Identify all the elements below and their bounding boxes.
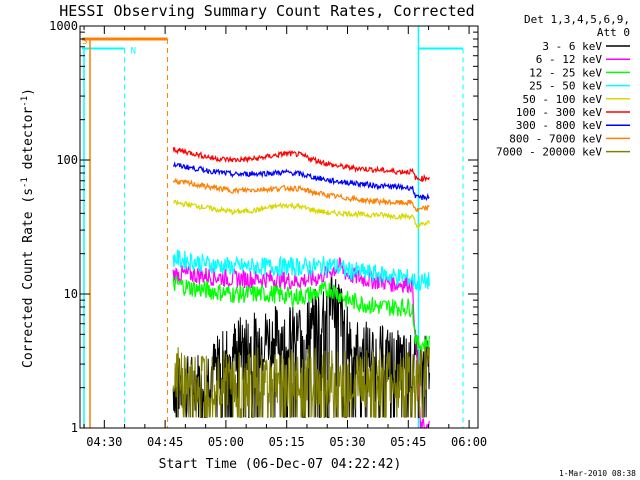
legend-entry-label: 7000 - 20000 keV	[496, 146, 602, 159]
legend-entry-label: 25 - 50 keV	[529, 80, 602, 93]
legend-entry-label: 3 - 6 keV	[542, 40, 602, 53]
y-axis-label-exp-1: -1	[20, 177, 30, 188]
y-axis-label-suffix: )	[21, 88, 36, 96]
x-tick-label: 05:30	[329, 435, 365, 449]
series-line	[172, 345, 430, 418]
legend-entry-label: 300 - 800 keV	[516, 119, 602, 132]
y-tick-label: 1000	[49, 19, 78, 33]
legend-header-line-1: Det 1,3,4,5,6,9,	[524, 13, 630, 26]
x-axis-label: Start Time (06-Dec-07 04:22:42)	[159, 457, 402, 472]
series-line	[172, 257, 430, 429]
footer-timestamp: 1-Mar-2010 08:38	[559, 469, 636, 478]
flag-label-n: N	[131, 46, 136, 56]
legend-header-line-2: Att 0	[597, 26, 630, 39]
y-axis-label-exp-2: -1	[20, 96, 30, 107]
y-axis: 1 10 100 1000	[49, 19, 478, 435]
plot-marks: SN	[82, 26, 464, 429]
x-tick-label: 05:00	[208, 435, 244, 449]
series-line	[172, 161, 430, 201]
y-tick-label: 10	[64, 287, 78, 301]
x-tick-label: 04:45	[147, 435, 183, 449]
y-axis-label-prefix: Corrected Count Rate (s	[21, 188, 36, 368]
x-tick-label: 06:00	[451, 435, 487, 449]
series-line	[172, 249, 430, 291]
flag-label-s: S	[82, 37, 87, 47]
legend-entry-label: 6 - 12 keV	[536, 53, 603, 66]
legend-entry-label: 12 - 25 keV	[529, 66, 602, 79]
series-line	[172, 146, 430, 183]
series-line	[172, 275, 430, 354]
series-line	[173, 199, 430, 231]
y-tick-label: 100	[56, 153, 78, 167]
legend-entry-label: 800 - 7000 keV	[509, 132, 602, 145]
x-tick-label: 05:15	[269, 435, 305, 449]
x-tick-label: 05:45	[390, 435, 426, 449]
plot-frame	[79, 25, 479, 429]
y-axis-label-mid: detector	[21, 107, 36, 178]
chart-title: HESSI Observing Summary Count Rates, Cor…	[59, 2, 474, 20]
y-axis-label: Corrected Count Rate (s-1 detector-1)	[20, 88, 36, 368]
y-tick-label: 1	[71, 421, 78, 435]
series-line	[172, 177, 430, 213]
legend-entry-label: 100 - 300 keV	[516, 106, 602, 119]
x-tick-label: 04:30	[86, 435, 122, 449]
legend-entry-label: 50 - 100 keV	[523, 93, 603, 106]
x-axis: 04:30 04:45 05:00 05:15 05:30 05:45 06:00	[83, 26, 487, 449]
